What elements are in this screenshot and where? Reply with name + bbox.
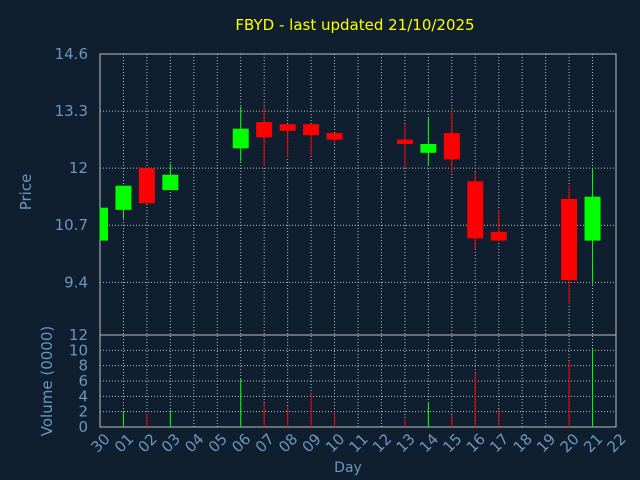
- candle-body: [279, 124, 296, 131]
- x-tick-label: 06: [228, 430, 254, 456]
- x-tick-label: 19: [533, 430, 559, 456]
- candle-body: [303, 124, 320, 136]
- candle: [490, 209, 507, 241]
- x-tick-label: 10: [322, 430, 348, 456]
- volume-tick-label: 2: [78, 403, 88, 421]
- candle-body: [256, 122, 273, 138]
- candle-body: [420, 144, 437, 153]
- x-tick-label: 09: [299, 430, 325, 456]
- candle-body: [326, 133, 343, 140]
- candle-body: [115, 185, 132, 210]
- candle: [467, 172, 484, 250]
- candle: [279, 124, 296, 158]
- x-tick-label: 17: [486, 430, 512, 456]
- x-tick-label: 07: [252, 430, 278, 456]
- x-tick-label: 13: [392, 430, 418, 456]
- x-tick-label: 18: [510, 430, 536, 456]
- x-axis-label: Day: [334, 460, 362, 476]
- x-tick-label: 20: [557, 430, 583, 456]
- volume-panel-frame: [99, 334, 617, 428]
- x-tick-label: 02: [134, 430, 160, 456]
- candle-body: [162, 174, 179, 191]
- candle-body: [584, 196, 601, 241]
- candle: [326, 133, 343, 145]
- tick-labels: 14.613.31210.79.412108642030010203040506…: [55, 45, 630, 456]
- candle: [162, 163, 179, 191]
- candle-body: [396, 139, 413, 145]
- candle-body: [232, 128, 249, 149]
- volume-tick-label: 12: [69, 326, 88, 344]
- price-tick-label: 10.7: [55, 216, 88, 234]
- candle: [420, 117, 437, 166]
- candle: [396, 124, 413, 169]
- volume-tick-label: 4: [78, 387, 88, 405]
- x-tick-label: 15: [439, 430, 465, 456]
- price-axis-label: Price: [17, 174, 35, 211]
- x-tick-label: 21: [580, 430, 606, 456]
- candle: [115, 185, 132, 219]
- candle: [99, 207, 108, 241]
- candle: [256, 106, 273, 166]
- candle-body: [443, 133, 460, 160]
- candle: [443, 111, 460, 173]
- candle: [138, 168, 155, 204]
- grid-lines: [99, 53, 617, 428]
- x-tick-label: 22: [604, 430, 630, 456]
- x-tick-label: 30: [88, 430, 114, 456]
- price-tick-label: 13.3: [55, 102, 88, 120]
- chart-title: FBYD - last updated 21/10/2025: [235, 16, 474, 34]
- volume-tick-label: 8: [78, 357, 88, 375]
- candle-body: [490, 231, 507, 241]
- candle: [584, 168, 601, 285]
- candle: [561, 185, 578, 305]
- candle-body: [561, 198, 578, 281]
- volume-tick-label: 6: [78, 372, 88, 390]
- price-tick-label: 12: [69, 159, 88, 177]
- candle: [303, 124, 320, 155]
- candle-body: [100, 207, 108, 241]
- x-tick-label: 03: [158, 430, 184, 456]
- volume-axis-label: Volume (0000): [38, 326, 56, 436]
- x-tick-label: 11: [346, 430, 372, 456]
- x-tick-label: 01: [111, 430, 137, 456]
- x-tick-label: 05: [205, 430, 231, 456]
- price-tick-label: 9.4: [64, 273, 88, 291]
- x-tick-label: 14: [416, 430, 442, 456]
- x-tick-label: 08: [275, 430, 301, 456]
- candle: [232, 106, 249, 162]
- volume-tick-label: 0: [78, 418, 88, 436]
- price-tick-label: 14.6: [55, 45, 88, 63]
- volume-tick-label: 10: [69, 341, 88, 359]
- chart-marks: [99, 106, 601, 427]
- candle-body: [138, 168, 155, 204]
- x-tick-label: 12: [369, 430, 395, 456]
- candle-body: [467, 181, 484, 239]
- x-tick-label: 04: [181, 430, 207, 456]
- x-tick-label: 16: [463, 430, 489, 456]
